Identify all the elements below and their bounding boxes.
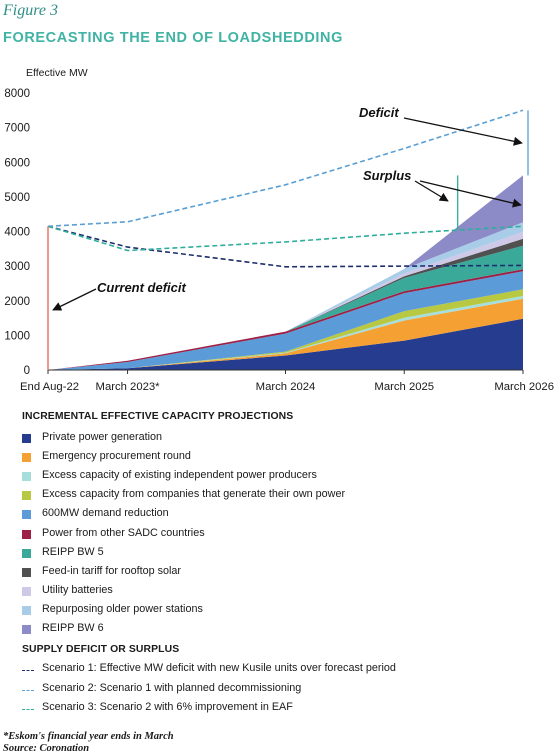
y-tick-label: 7000	[4, 123, 30, 135]
deficit-arrow	[403, 117, 523, 146]
surplus-label: Surplus	[363, 168, 411, 183]
y-tick-label: 4000	[4, 227, 30, 239]
legend-label: Scenario 1: Effective MW deficit with ne…	[42, 662, 396, 674]
x-tick-label: March 2024	[256, 381, 316, 393]
legend-line	[22, 709, 34, 710]
legend-label: Repurposing older power stations	[42, 602, 203, 615]
legend-line	[22, 689, 34, 691]
area-series	[48, 271, 523, 370]
legend-label: Excess capacity of existing independent …	[42, 469, 317, 482]
y-tick-label: 1000	[4, 330, 30, 342]
deficit-label: Deficit	[359, 105, 399, 120]
y-tick-label: 6000	[4, 157, 30, 169]
legend-label: Excess capacity from companies that gene…	[42, 488, 346, 501]
x-tick-label: March 2026	[494, 381, 554, 393]
y-tick-label: 3000	[4, 261, 30, 273]
legend-swatch	[22, 472, 31, 482]
legend-swatch	[22, 586, 31, 596]
legend-line	[22, 670, 34, 671]
figure-title: FORECASTING THE END OF LOADSHEDDING	[3, 30, 344, 46]
y-tick-label: 0	[24, 365, 30, 377]
scenario-line	[47, 109, 524, 228]
y-tick-label: 2000	[4, 296, 30, 308]
current-deficit-arrow	[52, 288, 97, 311]
y-tick-label: 5000	[4, 192, 30, 204]
area-series	[48, 298, 523, 370]
legend-label: Feed-in tariff for rooftop solar	[42, 564, 182, 577]
legend-swatch	[22, 567, 31, 577]
source: Source: Coronation	[3, 743, 90, 754]
area-series	[48, 318, 523, 370]
legend-label: Private power generation	[42, 431, 163, 443]
footnote: *Eskom's financial year ends in March	[3, 731, 174, 742]
legend-swatch	[22, 625, 31, 634]
legend-label: Emergency procurement round	[42, 450, 191, 463]
legend-heading-scenarios: SUPPLY DEFICIT OR SURPLUS	[22, 644, 180, 655]
legend-label: Power from other SADC countries	[42, 526, 205, 539]
legend-label: 600MW demand reduction	[42, 507, 169, 520]
legend-label: Utility batteries	[42, 583, 113, 596]
chart: Effective MW 0 1000 2000 3000 4000 5000 6000 70…	[4, 67, 554, 393]
legend-label: Scenario 2: Scenario 1 with planned deco…	[42, 681, 302, 694]
x-tick-label: End Aug-22	[20, 381, 79, 393]
legend-heading-capacity: INCREMENTAL EFFECTIVE CAPACITY PROJECTIO…	[22, 411, 294, 422]
area-series	[48, 269, 523, 370]
figure-label: Figure 3	[3, 2, 58, 19]
scenario-line	[47, 225, 524, 252]
legend-swatch	[22, 453, 31, 463]
surplus-arrow-right	[419, 180, 522, 208]
current-deficit-label: Current deficit	[97, 280, 187, 295]
x-tick-label: March 2025	[374, 381, 434, 393]
legend-swatch	[22, 605, 31, 615]
legend-swatch	[22, 491, 31, 501]
surplus-arrow-left	[414, 180, 449, 202]
legend-swatch	[22, 434, 31, 443]
x-tick-label: March 2023*	[96, 381, 161, 393]
legend-label: REIPP BW 5	[42, 545, 104, 558]
y-axis-label: Effective MW	[26, 67, 88, 79]
legend-swatch	[22, 548, 31, 558]
legend-swatch	[22, 529, 31, 539]
legend-swatch	[22, 510, 31, 520]
scenario-line	[47, 225, 524, 268]
y-tick-label: 8000	[4, 88, 30, 100]
legend-label: Scenario 3: Scenario 2 with 6% improveme…	[42, 701, 293, 713]
legend-label: REIPP BW 6	[42, 622, 104, 634]
